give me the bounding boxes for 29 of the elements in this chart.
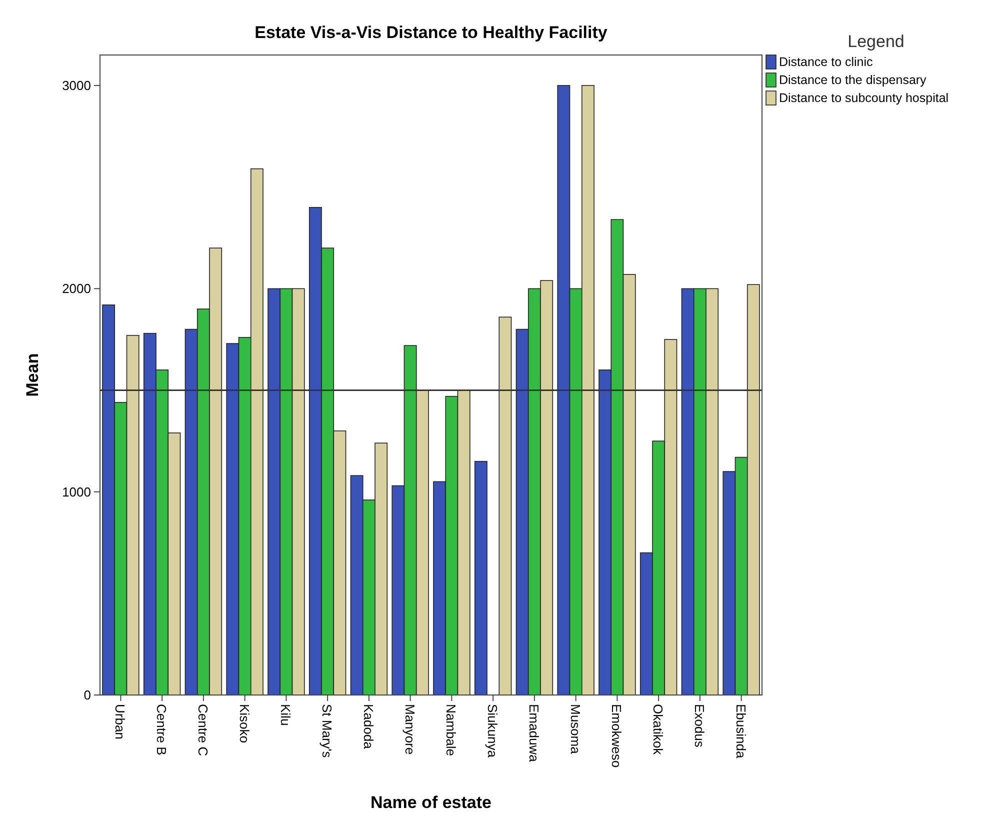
x-tick-label: Kilu <box>278 704 294 726</box>
chart-title: Estate Vis-a-Vis Distance to Healthy Facility <box>254 23 608 42</box>
x-tick-label: St Mary's <box>320 704 335 758</box>
y-tick-label: 1000 <box>62 484 91 500</box>
x-tick-label: Emaduwa <box>526 704 542 763</box>
legend-title: Legend <box>848 32 904 51</box>
bar <box>474 460 488 696</box>
y-tick-label: 2000 <box>62 281 91 296</box>
x-tick-label: Centre C <box>195 704 210 756</box>
y-tick-label: 3000 <box>62 78 91 94</box>
x-tick-label: Manyore <box>402 704 418 755</box>
x-tick-label: Urban <box>112 704 128 740</box>
x-axis-title: Name of estate <box>370 793 492 812</box>
x-tick-label: Siukunya <box>485 704 500 758</box>
legend-label: Distance to the dispensary <box>779 73 928 87</box>
y-axis-title: Mean <box>23 353 42 397</box>
legend-label: Distance to subcounty hospital <box>779 91 949 105</box>
x-tick-label: Emokweso <box>609 704 624 768</box>
x-tick-label: Kisoko <box>236 704 252 744</box>
x-tick-label: Centre B <box>154 704 170 756</box>
x-tick-label: Kadoda <box>360 704 376 750</box>
bar <box>498 316 512 696</box>
x-tick-label: Ebusinda <box>733 704 748 759</box>
x-tick-label: Musoma <box>568 704 583 755</box>
y-tick-label: 0 <box>84 688 91 703</box>
legend-label: Distance to clinic <box>779 55 873 69</box>
x-tick-label: Nambale <box>444 704 459 756</box>
x-tick-label: Okatikok <box>650 704 666 756</box>
x-tick-label: Exodus <box>692 704 707 748</box>
